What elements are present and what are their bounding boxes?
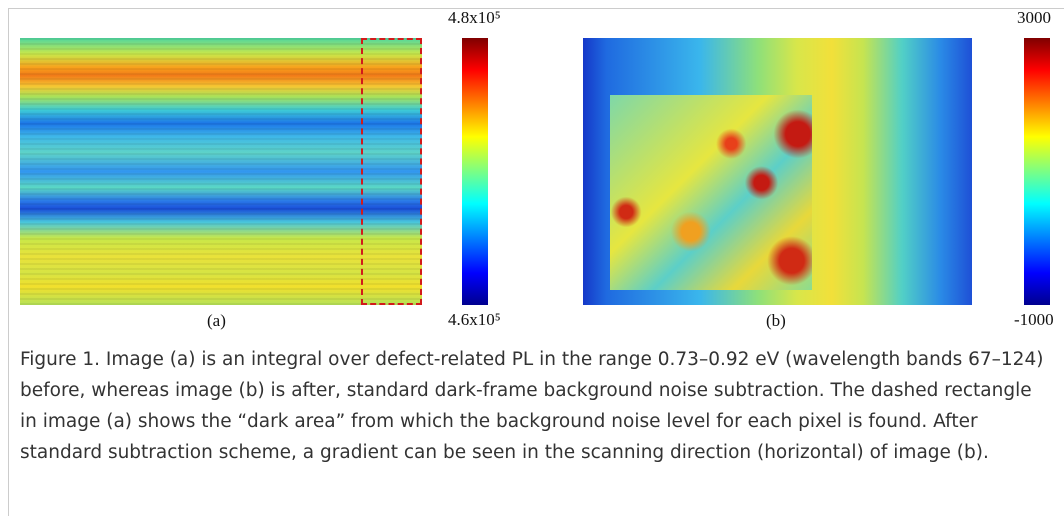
- image-b-region: [610, 95, 812, 290]
- frame: [8, 8, 1064, 516]
- image-a: [20, 38, 422, 305]
- colorbar-max: 4.8x10⁵: [448, 8, 501, 27]
- colorbar-min: 4.6x10⁵: [448, 310, 501, 329]
- colorbar-min: -1000: [1014, 310, 1054, 329]
- colorbar-a: [462, 38, 488, 305]
- colorbar-max: 3000: [1017, 8, 1051, 27]
- colorbar-b: [1024, 38, 1050, 305]
- dark-area-rectangle: [361, 38, 422, 305]
- panel-label: (a): [207, 311, 226, 330]
- caption: Figure 1. Image (a) is an integral over …: [20, 349, 1044, 463]
- panel-label: (b): [766, 311, 786, 330]
